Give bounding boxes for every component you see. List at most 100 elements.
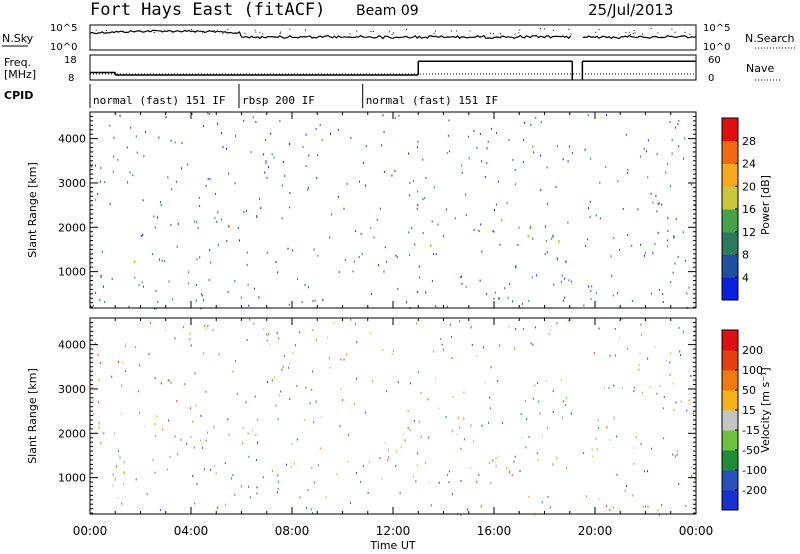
heatmap-speckle [493, 297, 495, 300]
heatmap-speckle [277, 271, 279, 274]
heatmap-speckle [546, 202, 548, 205]
heatmap-speckle [591, 285, 593, 288]
heatmap-speckle [669, 121, 671, 124]
heatmap-speckle [243, 211, 245, 214]
heatmap-speckle [509, 469, 511, 472]
heatmap-speckle [394, 169, 396, 172]
heatmap-speckle [693, 418, 695, 421]
x-axis-label: Time UT [369, 539, 415, 552]
heatmap-speckle [391, 174, 393, 177]
heatmap-speckle [365, 145, 367, 148]
heatmap-speckle [348, 434, 350, 437]
heatmap-cell [462, 417, 465, 421]
heatmap-speckle [683, 157, 684, 160]
heatmap-cell [673, 235, 675, 239]
heatmap-speckle [497, 455, 499, 458]
heatmap-speckle [673, 408, 675, 411]
heatmap-speckle [162, 428, 163, 431]
heatmap-speckle [316, 176, 318, 179]
heatmap-speckle [671, 138, 673, 141]
heatmap-speckle [682, 231, 684, 234]
heatmap-speckle [277, 487, 279, 490]
heatmap-speckle [497, 380, 499, 383]
noise-point [674, 31, 676, 33]
heatmap-speckle [344, 258, 346, 261]
colorbar-tick-label: 12 [742, 226, 756, 239]
heatmap-speckle [656, 392, 658, 395]
heatmap-cell [123, 460, 126, 464]
heatmap-speckle [656, 210, 658, 213]
heatmap-speckle [227, 290, 229, 293]
heatmap-speckle [196, 258, 198, 261]
heatmap-speckle [427, 398, 429, 401]
heatmap-speckle [376, 218, 378, 221]
heatmap-speckle [486, 147, 488, 150]
heatmap-speckle [255, 433, 257, 436]
heatmap-speckle [316, 338, 318, 341]
heatmap-speckle [676, 453, 678, 456]
heatmap-speckle [671, 152, 673, 155]
noise-point [172, 32, 174, 33]
heatmap-speckle [120, 384, 122, 387]
heatmap-speckle [561, 281, 563, 284]
heatmap-speckle [647, 505, 649, 508]
noise-point [213, 30, 215, 32]
heatmap-speckle [657, 509, 659, 512]
heatmap-speckle [289, 206, 291, 209]
noise-left-label: N.Sky [2, 32, 34, 45]
heatmap-speckle [352, 270, 354, 273]
heatmap-cell [100, 275, 102, 278]
heatmap-speckle [379, 207, 381, 210]
heatmap-speckle [498, 180, 499, 183]
heatmap-speckle [412, 476, 414, 479]
heatmap-speckle [168, 419, 170, 422]
heatmap-speckle [624, 489, 626, 492]
heatmap-cell [418, 420, 421, 424]
heatmap-speckle [468, 157, 470, 160]
heatmap-speckle [308, 286, 309, 289]
heatmap-speckle [560, 378, 562, 381]
noise-point [518, 32, 520, 34]
heatmap-speckle [537, 382, 539, 385]
heatmap-speckle [675, 218, 677, 221]
heatmap-speckle [647, 176, 649, 179]
heatmap-speckle [567, 160, 569, 163]
heatmap-speckle [142, 199, 144, 202]
heatmap-speckle [521, 302, 523, 305]
heatmap-speckle [126, 146, 128, 149]
heatmap-speckle [225, 503, 227, 506]
heatmap-speckle [590, 290, 592, 293]
heatmap-speckle [688, 286, 690, 289]
heatmap-speckle [693, 412, 695, 415]
heatmap-speckle [360, 233, 362, 235]
heatmap-speckle [461, 164, 463, 167]
heatmap-speckle [321, 139, 323, 142]
freq-panel: Freq. [MHz] 18 8 60 0 Nave [4, 54, 782, 84]
heatmap-speckle [490, 366, 492, 369]
heatmap-speckle [644, 254, 645, 257]
heatmap-speckle [465, 193, 467, 196]
heatmap-speckle [195, 299, 197, 302]
heatmap-speckle [641, 333, 642, 336]
colorbar-swatch [722, 470, 738, 491]
heatmap-speckle [457, 416, 459, 419]
heatmap-speckle [201, 293, 203, 296]
heatmap-speckle [246, 263, 248, 266]
heatmap-speckle [214, 217, 216, 220]
heatmap-speckle [339, 425, 341, 428]
heatmap-speckle [226, 147, 227, 150]
heatmap-speckle [610, 255, 612, 258]
heatmap-speckle [297, 277, 298, 280]
heatmap-speckle [647, 470, 648, 473]
heatmap-speckle [283, 355, 285, 358]
noise-point [262, 33, 264, 35]
heatmap-cell [387, 448, 390, 452]
heatmap-speckle [625, 133, 627, 136]
nave-tick-top: 60 [708, 55, 721, 66]
power-colorbar: 4 8 12 16 20 24 28 [721, 117, 756, 301]
heatmap-speckle [665, 171, 667, 174]
heatmap-speckle [270, 132, 272, 135]
heatmap-speckle [264, 171, 266, 174]
heatmap-speckle [424, 197, 426, 200]
